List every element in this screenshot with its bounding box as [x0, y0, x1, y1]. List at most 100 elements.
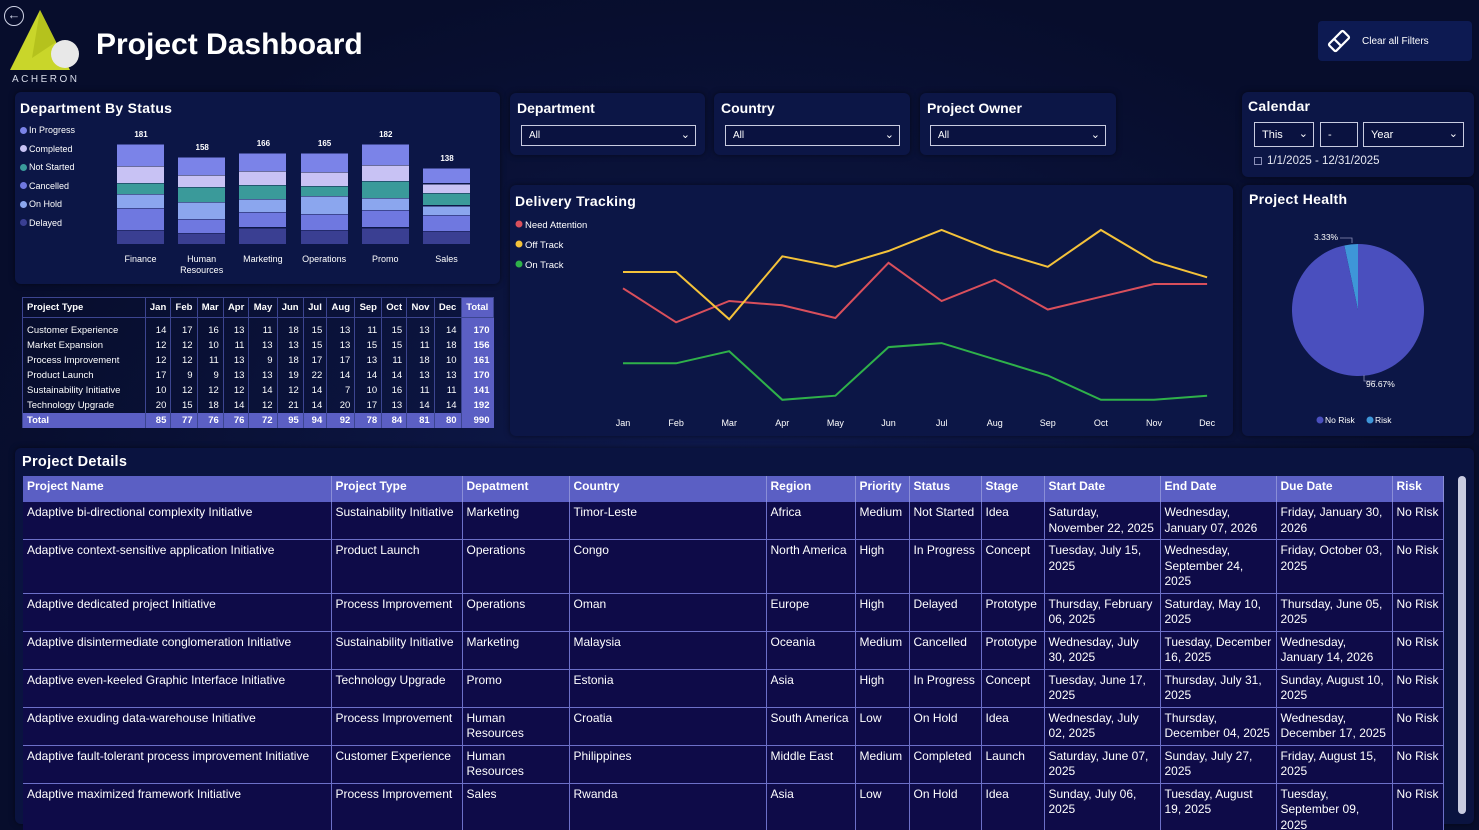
department-dropdown[interactable]: All ⌄ — [521, 125, 696, 146]
table-row[interactable]: Adaptive exuding data-warehouse Initiati… — [23, 707, 1444, 746]
column-header[interactable]: End Date — [1160, 476, 1277, 502]
series-line-off-track[interactable] — [623, 228, 1208, 321]
line-legend-item[interactable]: On Track — [515, 260, 564, 271]
details-scrollbar[interactable] — [1458, 476, 1466, 814]
bar-segment[interactable] — [239, 152, 287, 172]
project-owner-dropdown-value: All — [938, 130, 950, 141]
pie-slice-risk[interactable] — [1344, 244, 1358, 310]
bar-segment[interactable] — [300, 171, 348, 187]
bar-segment[interactable] — [361, 143, 409, 165]
series-line-on-track[interactable] — [623, 342, 1208, 401]
matrix-header-cell[interactable]: Apr — [222, 297, 250, 318]
bar-segment[interactable] — [361, 209, 409, 228]
table-row[interactable]: Adaptive maximized framework Initiative P… — [23, 783, 1444, 830]
legend-item[interactable]: In Progress — [20, 125, 75, 135]
calendar-relative-dropdown[interactable]: This ⌄ — [1254, 122, 1314, 147]
matrix-header-cell[interactable]: Feb — [170, 297, 198, 318]
table-cell: Delayed — [909, 593, 982, 632]
legend-item[interactable]: Delayed — [20, 218, 62, 228]
matrix-header-cell[interactable]: Jan — [144, 297, 172, 318]
matrix-header-cell[interactable]: Total — [460, 297, 495, 318]
bar-segment[interactable] — [178, 233, 226, 244]
bar-segment[interactable] — [423, 215, 470, 231]
country-dropdown[interactable]: All ⌄ — [725, 125, 900, 146]
column-header[interactable]: Stage — [981, 476, 1045, 502]
table-cell: Medium — [855, 631, 910, 670]
column-header[interactable]: Priority — [855, 476, 910, 502]
calendar-count-input[interactable]: - — [1320, 122, 1358, 147]
table-cell: Operations — [462, 593, 570, 632]
back-button[interactable]: ← — [4, 6, 24, 26]
bar-segment[interactable] — [117, 166, 164, 183]
bar-segment[interactable] — [239, 227, 287, 244]
bar-segment[interactable] — [239, 212, 287, 228]
table-row[interactable]: Adaptive context-sensitive application I… — [23, 539, 1444, 594]
table-row[interactable]: Adaptive even-keeled Graphic Interface I… — [23, 669, 1444, 708]
line-legend-item[interactable]: Need Attention — [515, 220, 588, 231]
bar-segment[interactable] — [423, 205, 470, 216]
calendar-unit-dropdown[interactable]: Year ⌄ — [1363, 122, 1464, 147]
bar-segment[interactable] — [423, 230, 470, 244]
matrix-header-cell[interactable]: Dec — [433, 297, 462, 318]
table-row[interactable]: Adaptive dedicated project Initiative Pro… — [23, 593, 1444, 632]
matrix-header-cell[interactable]: May — [248, 297, 278, 318]
bar-segment[interactable] — [178, 174, 226, 187]
bar-segment[interactable] — [423, 183, 470, 194]
bar-segment[interactable] — [117, 193, 164, 209]
matrix-header-cell[interactable]: Mar — [196, 297, 224, 318]
column-header[interactable]: Project Type — [331, 476, 463, 502]
legend-item[interactable]: Not Started — [20, 162, 75, 172]
bar-segment[interactable] — [300, 186, 348, 197]
table-row[interactable]: Adaptive bi-directional complexity Initi… — [23, 502, 1444, 540]
pie-slice-no-risk[interactable] — [1292, 244, 1424, 376]
matrix-header-cell[interactable]: Aug — [326, 297, 356, 318]
bar-segment[interactable] — [178, 186, 226, 203]
project-owner-dropdown[interactable]: All ⌄ — [930, 125, 1106, 146]
table-row[interactable]: Adaptive disintermediate conglomeration … — [23, 631, 1444, 670]
matrix-header-cell[interactable]: Nov — [406, 297, 435, 318]
column-header[interactable]: Risk — [1392, 476, 1444, 502]
bar-segment[interactable] — [300, 213, 348, 231]
legend-item[interactable]: Completed — [20, 144, 73, 154]
bar-segment[interactable] — [178, 202, 226, 219]
bar-segment[interactable] — [178, 157, 226, 175]
bar-segment[interactable] — [117, 208, 164, 231]
bar-segment[interactable] — [361, 227, 409, 244]
bar-segment[interactable] — [178, 218, 226, 233]
column-header[interactable]: Due Date — [1276, 476, 1393, 502]
bar-segment[interactable] — [117, 230, 164, 244]
bar-segment[interactable] — [239, 171, 287, 185]
bar-segment[interactable] — [117, 144, 164, 167]
line-legend-item[interactable]: Off Track — [515, 240, 564, 251]
column-header[interactable]: Status — [909, 476, 982, 502]
matrix-header-cell[interactable]: Oct — [381, 297, 408, 318]
bar-segment[interactable] — [361, 197, 409, 210]
bar-segment[interactable] — [300, 196, 348, 214]
matrix-header-cell[interactable]: Sep — [354, 297, 383, 318]
bar-segment[interactable] — [361, 164, 409, 182]
legend-item[interactable]: On Hold — [20, 199, 62, 209]
bar-segment[interactable] — [117, 182, 164, 194]
bar-segment[interactable] — [423, 168, 470, 184]
column-header[interactable]: Start Date — [1044, 476, 1161, 502]
bar-segment[interactable] — [239, 184, 287, 199]
matrix-header-project-type[interactable]: Project Type — [22, 297, 146, 318]
column-header[interactable]: Region — [766, 476, 856, 502]
matrix-cell: 10 — [354, 382, 382, 398]
table-row[interactable]: Adaptive fault-tolerant process improvem… — [23, 745, 1444, 784]
column-header[interactable]: Depatment — [462, 476, 570, 502]
bar-segment[interactable] — [361, 181, 409, 198]
details-scroll-thumb[interactable] — [1458, 476, 1466, 814]
column-header[interactable]: Country — [569, 476, 767, 502]
bar-segment[interactable] — [239, 198, 287, 213]
clear-filters-button[interactable]: Clear all Filters — [1318, 21, 1472, 61]
column-header[interactable]: Project Name — [23, 476, 332, 502]
matrix-header-cell[interactable]: Jun — [276, 297, 304, 318]
series-line-need-attention[interactable] — [622, 261, 1208, 324]
bar-segment[interactable] — [423, 193, 470, 206]
matrix-header-cell[interactable]: Jul — [302, 297, 328, 318]
legend-item[interactable]: Cancelled — [20, 181, 69, 191]
bar-segment[interactable] — [300, 230, 348, 244]
matrix-cell: 11 — [381, 352, 407, 368]
bar-segment[interactable] — [300, 153, 348, 172]
